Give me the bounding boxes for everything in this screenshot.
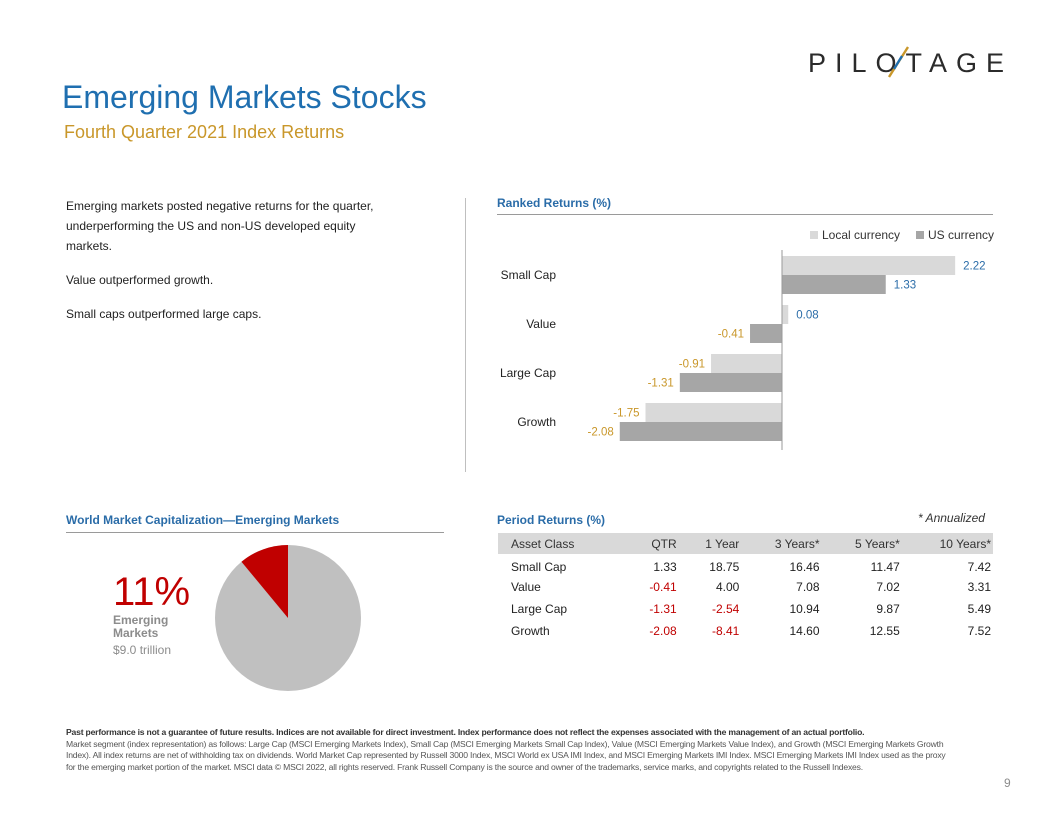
- legend-us-currency: US currency: [916, 228, 994, 242]
- bar-us: [750, 324, 782, 343]
- table-cell: 16.46: [789, 560, 820, 574]
- table-row: Large Cap -1.31 -2.54 10.94 9.87 5.49: [498, 598, 993, 620]
- data-label: -0.91: [679, 359, 705, 371]
- legend-us-swatch: [916, 231, 924, 239]
- table-cell: Growth: [511, 624, 550, 638]
- data-label: -1.75: [613, 408, 639, 420]
- emerging-share-value: $9.0 trillion: [113, 643, 172, 657]
- legend-local-swatch: [810, 231, 818, 239]
- table-cell: 7.08: [796, 580, 820, 594]
- disclaimer-body: Market segment (index representation) as…: [66, 738, 946, 772]
- table-header-row: Asset Class QTR 1 Year 3 Years* 5 Years*…: [498, 533, 993, 554]
- table-cell: 7.42: [967, 560, 991, 574]
- category-label: Large Cap: [500, 366, 556, 380]
- intro-paragraph-2: Value outperformed growth.: [66, 273, 214, 287]
- table-cell: Value: [511, 580, 541, 594]
- period-returns-table: Asset Class QTR 1 Year 3 Years* 5 Years*…: [498, 533, 993, 642]
- table-cell: 3.31: [967, 580, 991, 594]
- table-cell: 5.49: [967, 602, 991, 616]
- table-row: Growth -2.08 -8.41 14.60 12.55 7.52: [498, 620, 993, 642]
- bar-us: [619, 422, 782, 441]
- intro-text: Emerging markets posted negative returns…: [66, 196, 401, 338]
- table-cell: -0.41: [649, 580, 677, 594]
- table-cell: -1.31: [649, 602, 677, 616]
- ranked-returns-title: Ranked Returns (%): [497, 196, 612, 210]
- data-label: -1.31: [648, 378, 674, 390]
- page-subtitle: Fourth Quarter 2021 Index Returns: [64, 122, 345, 142]
- header-qtr: QTR: [627, 533, 679, 554]
- table-cell: 7.02: [876, 580, 900, 594]
- logo-text: PILOTAGE: [808, 48, 1014, 78]
- world-cap-title: World Market Capitalization—Emerging Mar…: [66, 513, 340, 527]
- page-number: 9: [1004, 776, 1011, 790]
- header-10-years: 10 Years*: [901, 533, 993, 554]
- world-cap-rule: [66, 532, 444, 533]
- bar-us: [679, 373, 782, 392]
- table-cell: -8.41: [711, 624, 740, 638]
- table-cell: 10.94: [789, 602, 820, 616]
- table-cell: Large Cap: [511, 602, 568, 616]
- data-label: -0.41: [718, 329, 744, 341]
- data-label: -2.08: [588, 427, 614, 439]
- table-row: Value -0.41 4.00 7.08 7.02 3.31: [498, 576, 993, 598]
- category-label: Value: [526, 317, 556, 331]
- disclaimer-bold: Past performance is not a guarantee of f…: [66, 727, 865, 737]
- data-label: 2.22: [963, 261, 985, 273]
- header-1-year: 1 Year: [678, 533, 742, 554]
- page-title: Emerging Markets Stocks: [62, 79, 427, 115]
- bar-local: [782, 305, 789, 324]
- table-cell: 1.33: [653, 560, 677, 574]
- table-cell: 4.00: [715, 580, 740, 594]
- world-cap-pie-chart: [215, 545, 361, 691]
- bar-local: [711, 354, 782, 373]
- intro-paragraph-3: Small caps outperformed large caps.: [66, 307, 262, 321]
- table-cell: 11.47: [870, 560, 900, 574]
- table-cell: -2.08: [649, 624, 677, 638]
- legend-us-label: US currency: [928, 228, 995, 242]
- header-3-years: 3 Years*: [741, 533, 822, 554]
- logo-compass-icon: [887, 46, 910, 78]
- table-cell: 12.55: [869, 624, 900, 638]
- table-cell: 7.52: [967, 624, 991, 638]
- period-returns-title: Period Returns (%): [497, 513, 606, 527]
- pilotage-logo: PILOTAGE: [808, 44, 1008, 84]
- ranked-returns-rule: [497, 214, 993, 215]
- data-label: 1.33: [894, 280, 916, 292]
- category-label: Growth: [517, 415, 556, 429]
- data-label: 0.08: [796, 310, 818, 322]
- intro-paragraph-1: Emerging markets posted negative returns…: [66, 199, 374, 253]
- bar-local: [782, 256, 956, 275]
- annualized-note: * Annualized: [918, 511, 985, 525]
- bar-us: [782, 275, 886, 294]
- emerging-share-name: Emerging Markets: [113, 613, 169, 640]
- disclaimer: Past performance is not a guarantee of f…: [66, 727, 946, 773]
- category-label: Small Cap: [501, 268, 557, 282]
- table-cell: -2.54: [711, 602, 740, 616]
- table-cell: 9.87: [876, 602, 900, 616]
- header-asset-class: Asset Class: [498, 533, 628, 554]
- ranked-returns-chart: Small Cap 2.22 1.33 Value 0.08 -0.41 Large Cap…: [500, 250, 986, 450]
- vertical-divider: [465, 198, 466, 472]
- table-row: Small Cap 1.33 18.75 16.46 11.47 7.42: [498, 554, 993, 576]
- table-cell: 18.75: [709, 560, 740, 574]
- table-cell: 14.60: [789, 624, 820, 638]
- table-cell: Small Cap: [511, 560, 567, 574]
- legend-local-label: Local currency: [822, 228, 901, 242]
- emerging-share-percent: 11%: [113, 570, 191, 614]
- header-5-years: 5 Years*: [821, 533, 902, 554]
- pie-slice-emerging-markets: [241, 545, 288, 618]
- bar-local: [645, 403, 782, 422]
- legend-local-currency: Local currency: [810, 228, 900, 242]
